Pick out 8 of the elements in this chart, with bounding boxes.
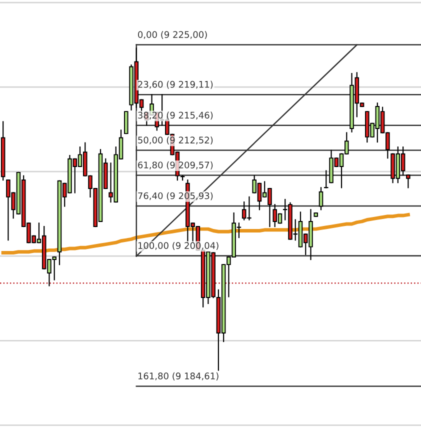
ref-line-label: 161,80 (9 184,61) bbox=[138, 372, 218, 380]
ref-line-label: 50,00 (9 212,52) bbox=[138, 136, 213, 145]
ref-line-label: 23,60 (9 219,11) bbox=[138, 80, 213, 89]
ref-line-label: 76,40 (9 205,93) bbox=[138, 192, 213, 200]
ref-line-label: 100,00 (9 200,04) bbox=[138, 242, 218, 250]
ref-line-label: 0,00 (9 225,00) bbox=[138, 31, 207, 40]
ref-line-label: 61,80 (9 209,57) bbox=[138, 161, 213, 170]
ref-line-label: 38,20 (9 215,46) bbox=[138, 112, 213, 120]
